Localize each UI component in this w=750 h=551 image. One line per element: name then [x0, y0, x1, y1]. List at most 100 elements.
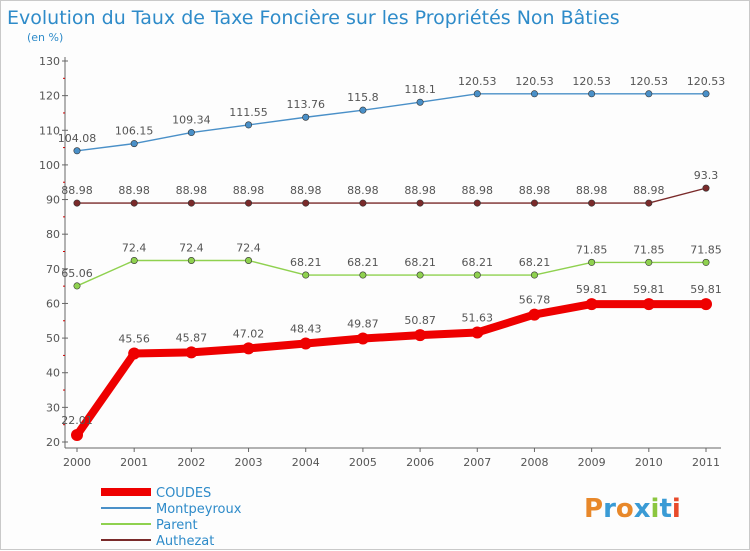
- data-point: [471, 326, 484, 339]
- data-label: 113.76: [286, 98, 325, 111]
- data-point: [530, 271, 538, 279]
- data-point: [359, 106, 367, 114]
- data-point: [187, 199, 195, 207]
- logo-letter: r: [603, 494, 616, 524]
- legend-item-coudes: COUDES: [101, 486, 211, 501]
- logo-letter: i: [651, 494, 660, 524]
- data-label: 59.81: [690, 283, 722, 296]
- x-tick-label: 2002: [177, 456, 205, 469]
- data-label: 88.98: [290, 184, 322, 197]
- data-point: [242, 342, 255, 355]
- data-point: [73, 147, 81, 155]
- legend-label: Authezat: [156, 534, 214, 549]
- data-point: [302, 113, 310, 121]
- data-point: [702, 184, 710, 192]
- legend-item-parent: Parent: [101, 518, 198, 533]
- data-point: [700, 298, 712, 311]
- y-tick-label: 90: [46, 194, 60, 207]
- data-label: 88.98: [176, 184, 208, 197]
- data-label: 104.08: [58, 132, 97, 145]
- data-label: 68.21: [519, 256, 551, 269]
- data-label: 88.98: [404, 184, 436, 197]
- chart-title: Evolution du Taux de Taxe Foncière sur l…: [7, 7, 620, 29]
- data-label: 68.21: [404, 256, 436, 269]
- data-label: 47.02: [233, 327, 265, 340]
- series-coudes: 22.01 45.56 45.87 47.02 48.43 49.87 50.87 51.63…: [61, 283, 722, 442]
- data-label: 88.98: [347, 184, 379, 197]
- series-line: [76, 187, 707, 204]
- legend-item-authezat: Authezat: [101, 534, 214, 549]
- data-point: [588, 90, 596, 98]
- logo-letter: i: [672, 494, 681, 524]
- y-tick-label: 100: [39, 159, 60, 172]
- x-tick-label: 2004: [292, 456, 320, 469]
- x-tick-label: 2010: [635, 456, 663, 469]
- data-point: [416, 199, 424, 207]
- data-label: 45.56: [118, 332, 150, 345]
- data-label: 88.98: [233, 184, 265, 197]
- data-point: [702, 258, 710, 266]
- chart-subtitle: (en %): [27, 31, 63, 44]
- data-label: 120.53: [630, 75, 669, 88]
- series-line: [76, 93, 707, 152]
- data-label: 120.53: [572, 75, 611, 88]
- data-point: [528, 308, 541, 321]
- data-label: 88.98: [633, 184, 665, 197]
- data-point: [359, 271, 367, 279]
- x-tick-label: 2001: [120, 456, 148, 469]
- data-label: 48.43: [290, 323, 322, 336]
- series-parent: 65.06 72.4 72.4 72.4 68.21 68.21 68.21 68.21 68.…: [61, 242, 722, 290]
- data-label: 88.98: [462, 184, 494, 197]
- x-tick-label: 2009: [578, 456, 606, 469]
- series-line: [73, 300, 710, 440]
- data-label: 22.01: [61, 414, 93, 427]
- legend-label: Montpeyroux: [156, 502, 242, 517]
- data-point: [73, 282, 81, 290]
- data-label: 72.4: [122, 242, 147, 255]
- y-tick-label: 30: [46, 401, 60, 414]
- data-point: [245, 199, 253, 207]
- data-point: [702, 90, 710, 98]
- data-point: [130, 257, 138, 265]
- data-label: 72.4: [236, 242, 261, 255]
- data-point: [187, 257, 195, 265]
- data-label: 72.4: [179, 242, 204, 255]
- data-point: [473, 271, 481, 279]
- data-label: 120.53: [458, 75, 497, 88]
- data-point: [530, 90, 538, 98]
- data-label: 111.55: [229, 106, 268, 119]
- series-layer: 104.08 106.15 109.34 111.55 113.76 115.8 118.1…: [58, 75, 725, 442]
- data-point: [642, 298, 655, 311]
- data-label: 88.98: [519, 184, 551, 197]
- logo-letter: t: [659, 494, 671, 524]
- data-point: [302, 271, 310, 279]
- data-point: [130, 199, 138, 207]
- data-label: 109.34: [172, 114, 211, 127]
- data-point: [473, 90, 481, 98]
- data-point: [414, 329, 427, 342]
- x-tick-label: 2003: [235, 456, 263, 469]
- x-tick-label: 2006: [406, 456, 434, 469]
- data-label: 68.21: [290, 256, 322, 269]
- data-point: [416, 98, 424, 106]
- data-label: 120.53: [515, 75, 554, 88]
- data-point: [356, 332, 369, 345]
- data-point: [299, 337, 312, 350]
- data-point: [73, 199, 81, 207]
- series-line: [76, 259, 707, 287]
- data-label: 88.98: [118, 184, 150, 197]
- data-label: 106.15: [115, 125, 154, 138]
- data-label: 71.85: [690, 243, 722, 256]
- data-label: 68.21: [462, 256, 494, 269]
- axes: 20 30 40 50 60 70 80 90 100 110 120 130 2000 2001 2002…: [39, 55, 721, 469]
- data-label: 56.78: [519, 294, 551, 307]
- data-point: [245, 121, 253, 129]
- y-tick-label: 60: [46, 297, 60, 310]
- series-authezat: 88.98 88.98 88.98 88.98 88.98 88.98 88.98 88.98…: [61, 169, 718, 207]
- x-tick-label: 2011: [692, 456, 720, 469]
- data-point: [645, 90, 653, 98]
- data-label: 59.81: [633, 283, 665, 296]
- data-label: 115.8: [347, 91, 379, 104]
- data-label: 51.63: [462, 311, 494, 324]
- x-tick-label: 2000: [63, 456, 91, 469]
